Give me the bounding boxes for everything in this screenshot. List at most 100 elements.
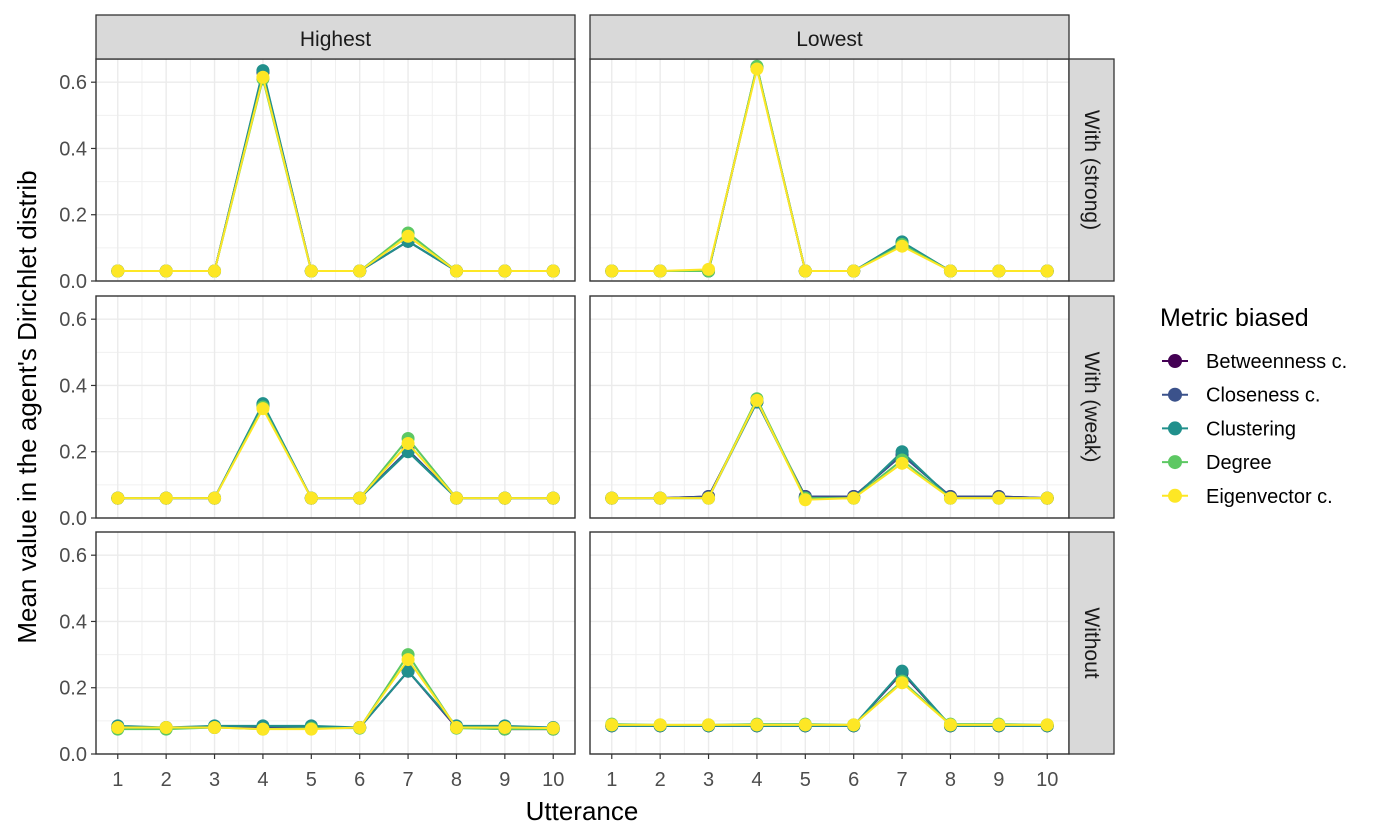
series-line: [117, 406, 554, 500]
data-point: [208, 264, 222, 278]
y-tick-label: 0.0: [59, 744, 87, 766]
data-point: [111, 491, 125, 505]
legend-entry-label: Eigenvector c.: [1206, 486, 1333, 508]
data-point: [895, 676, 909, 690]
legend-key-point: [1168, 354, 1182, 368]
data-point: [304, 722, 318, 736]
data-point: [702, 262, 716, 276]
y-tick-label: 0.6: [59, 545, 87, 567]
panel-highest-with-strong: [95, 58, 576, 282]
data-point: [798, 493, 812, 507]
legend-key-point: [1168, 387, 1182, 402]
x-tick-label: 4: [257, 769, 268, 791]
data-point: [159, 264, 173, 278]
x-axis-title: Utterance: [526, 796, 639, 826]
legend-entries: Betweenness c. Closeness c. Clustering Degr…: [1162, 351, 1347, 508]
panels-layer: [95, 58, 1070, 755]
data-point: [992, 264, 1006, 278]
data-point: [798, 264, 812, 278]
data-point: [1040, 264, 1054, 278]
data-point: [449, 491, 463, 505]
data-point: [605, 264, 619, 278]
axes-layer: Highest Lowest With (strong) With (weak) Wit…: [59, 14, 1115, 791]
data-point: [208, 491, 222, 505]
data-point: [353, 264, 367, 278]
data-point: [895, 664, 909, 678]
y-tick-label: 0.4: [59, 611, 87, 633]
data-point: [1040, 718, 1054, 732]
data-point: [353, 720, 367, 734]
x-tick-label: 10: [1036, 769, 1058, 791]
series-eigenvector-c: [605, 62, 1054, 278]
x-tick-label: 7: [897, 769, 908, 791]
column-strip-box: [589, 14, 1070, 60]
data-point: [546, 721, 560, 735]
legend-entry-betweenness-c: Betweenness c.: [1162, 351, 1347, 373]
x-tick-label: 9: [499, 769, 510, 791]
x-tick-label: 9: [993, 769, 1004, 791]
data-point: [605, 718, 619, 732]
data-point: [449, 264, 463, 278]
y-tick-label: 0.0: [59, 271, 87, 293]
data-point: [943, 264, 957, 278]
row-strip-with-weak: With (weak): [1068, 295, 1115, 519]
panel-lowest-with-strong: [589, 58, 1070, 282]
row-strip-box: [1068, 531, 1115, 755]
x-tick-label: 6: [848, 769, 859, 791]
legend-key-point: [1168, 455, 1182, 470]
data-point: [304, 264, 318, 278]
data-point: [798, 718, 812, 732]
series-line: [117, 76, 554, 273]
data-point: [847, 718, 861, 732]
legend-entry-degree: Degree: [1162, 452, 1272, 474]
legend-entry-eigenvector-c: Eigenvector c.: [1162, 486, 1333, 508]
legend-key-point: [1168, 488, 1182, 503]
data-point: [943, 718, 957, 732]
x-tick-label: 3: [703, 769, 714, 791]
panel-border: [95, 531, 576, 755]
series-line: [611, 681, 1048, 726]
data-point: [498, 491, 512, 505]
x-tick-label: 5: [800, 769, 811, 791]
y-tick-label: 0.6: [59, 72, 87, 94]
panel-lowest-with-weak: [589, 295, 1070, 519]
data-point: [401, 653, 415, 667]
data-point: [895, 239, 909, 253]
column-strip-lowest: Lowest: [589, 14, 1070, 60]
row-strip-with-strong: With (strong): [1068, 58, 1115, 282]
data-point: [401, 436, 415, 450]
data-point: [353, 491, 367, 505]
series-eigenvector-c: [111, 70, 560, 278]
x-tick-label: 10: [542, 769, 564, 791]
data-point: [304, 491, 318, 505]
data-point: [992, 718, 1006, 732]
legend-entry-label: Clustering: [1206, 418, 1296, 440]
legend-title: Metric biased: [1160, 304, 1309, 332]
data-point: [702, 491, 716, 505]
x-tick-label: 3: [209, 769, 220, 791]
data-point: [653, 264, 667, 278]
x-tick-label: 4: [751, 769, 762, 791]
column-strip-box: [95, 14, 576, 60]
x-tick-label: 8: [945, 769, 956, 791]
series-eigenvector-c: [111, 402, 560, 505]
x-tick-label: 7: [403, 769, 414, 791]
data-point: [847, 264, 861, 278]
legend-entry-label: Degree: [1206, 452, 1272, 474]
legend-key-point: [1168, 421, 1182, 436]
x-tick-label: 2: [655, 769, 666, 791]
data-point: [750, 718, 764, 732]
row-strip-label: With (weak): [1080, 352, 1103, 463]
series-line: [611, 68, 1048, 273]
series-line: [117, 657, 554, 731]
data-point: [498, 264, 512, 278]
data-point: [208, 720, 222, 734]
y-axis-title: Mean value in the agent's Dirichlet dist…: [12, 170, 42, 643]
data-point: [847, 491, 861, 505]
series-eigenvector-c: [605, 676, 1054, 732]
row-strip-label: With (strong): [1080, 110, 1103, 230]
data-point: [498, 720, 512, 734]
panel-highest-without: [95, 531, 576, 755]
x-tick-label: 8: [451, 769, 462, 791]
row-strip-without: Without: [1068, 531, 1115, 755]
